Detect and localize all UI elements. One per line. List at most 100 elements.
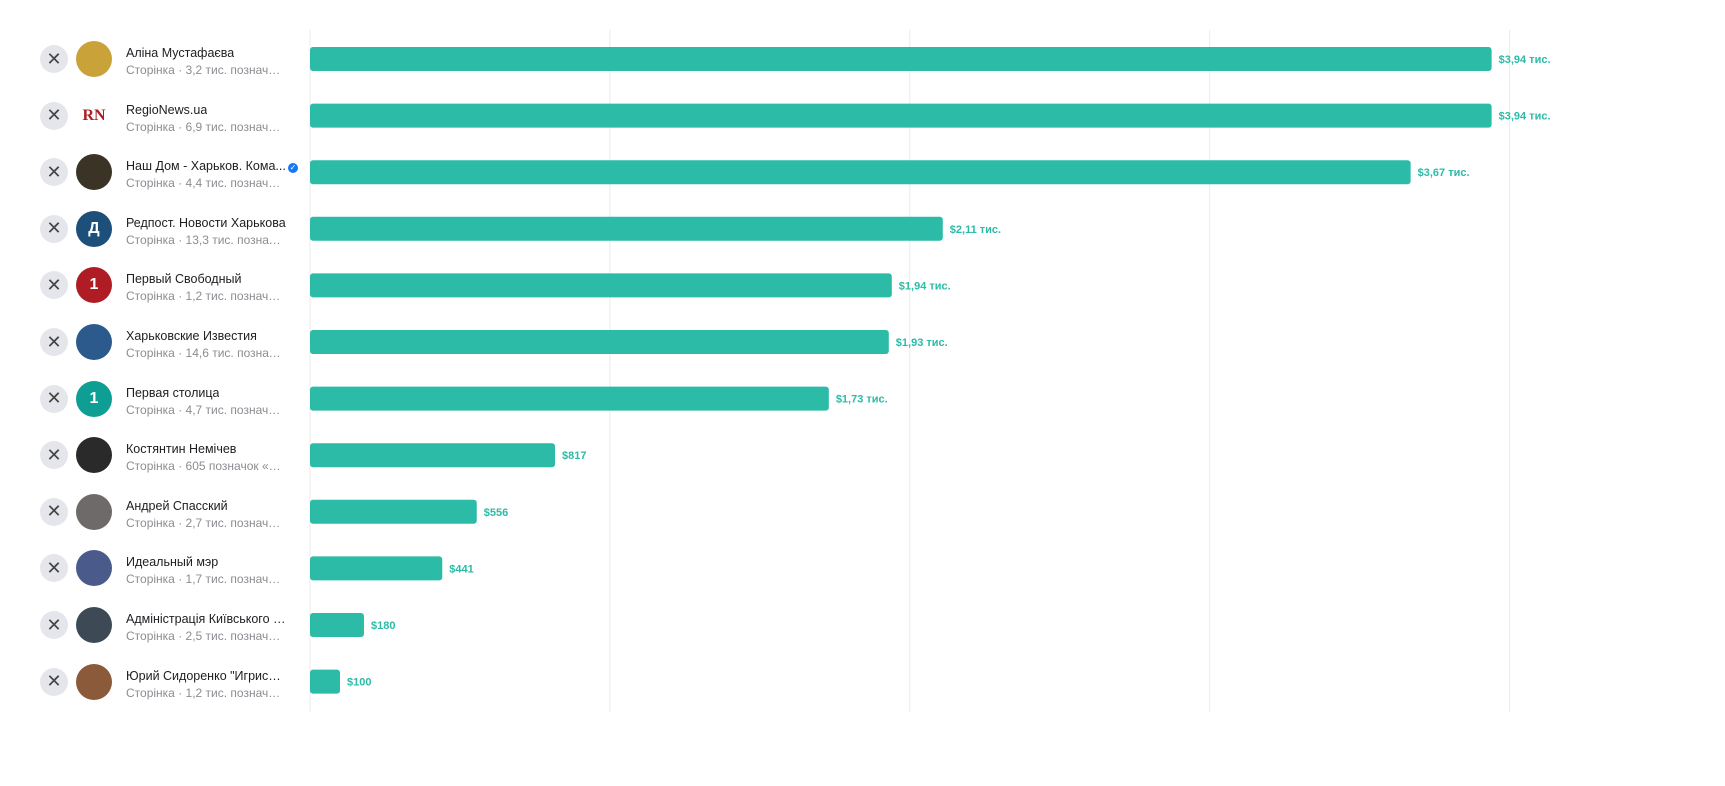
bar-value-label: $817 [562,450,586,462]
avatar-glyph: 1 [89,276,99,294]
remove-button[interactable]: ✕ [40,384,68,413]
page-name[interactable]: Аліна Мустафаєва [126,46,235,60]
page-subtitle: Сторінка · 3,2 тис. позначок «... [126,63,286,77]
avatar[interactable] [76,607,112,643]
close-icon: ✕ [46,671,62,692]
bar-value-label: $3,94 тис. [1499,54,1551,66]
page-subtitle: Сторінка · 1,2 тис. позначок «... [126,685,286,700]
bar-value-label: $2,11 тис. [950,224,1001,236]
bar-value-label: $100 [347,677,371,689]
bar[interactable] [310,386,829,411]
avatar-glyph: 1 [89,389,99,407]
close-icon: ✕ [46,105,62,126]
page-subtitle: Сторінка · 14,6 тис. позначок ... [126,346,286,360]
avatar[interactable]: Д [76,210,112,247]
avatar[interactable]: 1 [76,380,112,417]
bar[interactable] [310,103,1492,128]
remove-button[interactable]: ✕ [40,158,68,187]
remove-button[interactable]: ✕ [40,497,68,526]
avatar[interactable] [76,663,112,700]
page-subtitle: Сторінка · 2,7 тис. позначок «... [126,515,286,530]
page-row: ✕ Идеальный мэр Сторінка · 1,7 тис. позн… [0,540,300,596]
remove-button[interactable]: ✕ [40,328,68,356]
page-name[interactable]: Юрий Сидоренко "Игристы... [126,668,286,683]
bar[interactable] [310,669,340,694]
avatar[interactable] [76,154,112,191]
page-subtitle: Сторінка · 605 позначок «Под... [126,459,286,474]
avatar-glyph: Д [88,219,100,237]
page-row: ✕ Адміністрація Київського р... Сторінка… [0,597,300,653]
close-icon: ✕ [46,274,62,295]
page-subtitle: Сторінка · 4,7 тис. позначок «... [126,402,286,417]
page-name[interactable]: Харьковские Известия [126,329,257,343]
remove-button[interactable]: ✕ [40,441,68,470]
page-row: ✕ Наш Дом - Харьков. Кома... Сторінка · … [0,144,300,200]
remove-button[interactable]: ✕ [40,101,68,130]
remove-button[interactable]: ✕ [40,45,68,73]
page-name[interactable]: Адміністрація Київського р... [126,612,286,626]
avatar[interactable] [76,493,112,530]
bar[interactable] [310,443,556,468]
page-subtitle: Сторінка · 2,5 тис. позначок «... [126,629,286,643]
remove-button[interactable]: ✕ [40,554,68,583]
bar[interactable] [310,47,1492,71]
page-row: ✕ Харьковские Известия Сторінка · 14,6 т… [0,314,300,370]
close-icon: ✕ [46,614,62,635]
bar-value-label: $1,93 тис. [896,337,948,349]
page-subtitle: Сторінка · 13,3 тис. позначок ... [126,232,286,247]
avatar[interactable]: RN [76,97,112,134]
bar[interactable] [310,273,892,298]
remove-button[interactable]: ✕ [40,271,68,300]
bar-value-label: $3,94 тис. [1499,111,1551,123]
close-icon: ✕ [46,48,62,69]
avatar[interactable] [76,437,112,474]
page-row: ✕ Юрий Сидоренко "Игристы... Сторінка · … [0,654,300,710]
close-icon: ✕ [46,501,62,522]
bar[interactable] [310,330,889,354]
page-subtitle: Сторінка · 6,9 тис. позначок «... [126,119,286,134]
avatar[interactable]: 1 [76,267,112,304]
page-subtitle: Сторінка · 1,7 тис. позначок «... [126,572,286,587]
page-row: ✕ RN RegioNews.ua Сторінка · 6,9 тис. по… [0,88,300,144]
close-icon: ✕ [46,331,62,352]
page-row: ✕ Д Редпост. Новости Харькова Сторінка ·… [0,201,300,257]
remove-button[interactable]: ✕ [40,214,68,243]
bar-value-label: $1,94 тис. [899,280,951,292]
bar[interactable] [310,216,943,241]
page-name[interactable]: Андрей Спасский [126,498,228,513]
avatar[interactable] [76,324,112,360]
page-name[interactable]: Первый Свободный [126,272,242,287]
page-name[interactable]: Костянтин Немічев [126,442,237,457]
close-icon: ✕ [46,557,62,578]
page-row: ✕ 1 Первая столица Сторінка · 4,7 тис. п… [0,371,300,427]
avatar[interactable] [76,550,112,587]
close-icon: ✕ [46,388,62,409]
bar[interactable] [310,556,443,581]
bar-value-label: $441 [449,563,473,575]
page-name[interactable]: Первая столица [126,385,220,400]
page-row: ✕ Костянтин Немічев Сторінка · 605 позна… [0,427,300,483]
page-name[interactable]: Наш Дом - Харьков. Кома... [126,159,286,174]
bar[interactable] [310,160,1411,185]
avatar[interactable] [76,41,112,77]
page-subtitle: Сторінка · 1,2 тис. позначок «... [126,289,286,304]
page-name[interactable]: RegioNews.ua [126,102,208,117]
page-row: ✕ Аліна Мустафаєва Сторінка · 3,2 тис. п… [0,31,300,87]
close-icon: ✕ [46,444,62,465]
page-row: ✕ 1 Первый Свободный Сторінка · 1,2 тис.… [0,257,300,313]
bar[interactable] [310,499,477,524]
page-name[interactable]: Редпост. Новости Харькова [126,215,286,230]
bar-value-label: $556 [484,507,508,519]
page-row: ✕ Андрей Спасский Сторінка · 2,7 тис. по… [0,484,300,540]
remove-button[interactable]: ✕ [40,611,68,639]
bar[interactable] [310,613,364,637]
page-name[interactable]: Идеальный мэр [126,555,219,570]
bar-value-label: $3,67 тис. [1418,167,1470,179]
close-icon: ✕ [46,218,62,239]
remove-button[interactable]: ✕ [40,667,68,696]
bar-value-label: $1,73 тис. [836,394,888,406]
avatar-glyph: RN [82,106,106,124]
close-icon: ✕ [46,161,62,182]
